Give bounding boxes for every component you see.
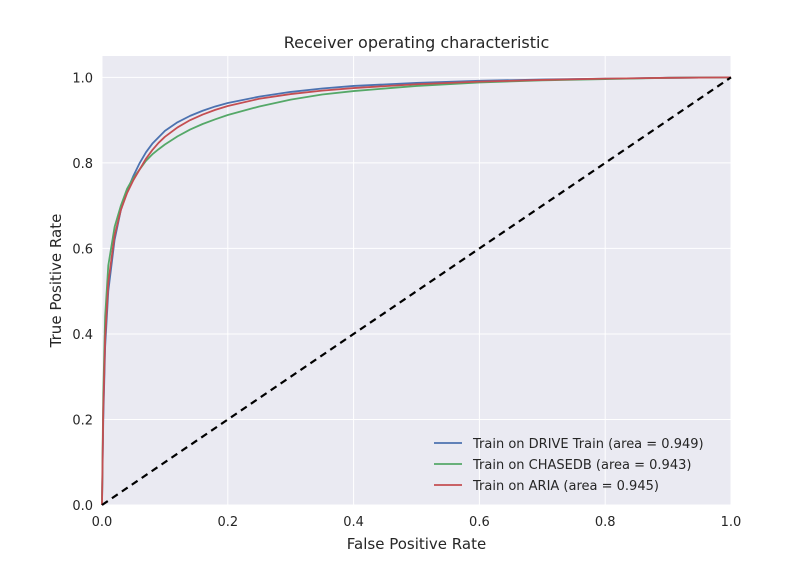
y-tick-label: 0.4 (72, 328, 93, 343)
x-tick-label: 0.8 (595, 515, 616, 530)
legend-label: Train on ARIA (area = 0.945) (472, 479, 659, 494)
x-axis-label: False Positive Rate (347, 535, 486, 553)
x-tick-label: 0.0 (92, 515, 113, 530)
y-tick-label: 0.0 (72, 499, 93, 514)
x-tick-label: 1.0 (721, 515, 742, 530)
roc-curve-1 (101, 76, 732, 506)
y-tick-label: 1.0 (72, 71, 93, 86)
x-tick-label: 0.6 (469, 515, 490, 530)
y-axis-label: True Positive Rate (47, 214, 65, 349)
legend-label: Train on DRIVE Train (area = 0.949) (472, 437, 704, 452)
roc-curve-2 (101, 76, 732, 506)
y-tick-label: 0.2 (72, 413, 93, 428)
x-tick-label: 0.4 (343, 515, 364, 530)
chance-diagonal-line (101, 76, 732, 506)
legend-label: Train on CHASEDB (area = 0.943) (472, 458, 691, 473)
y-tick-label: 0.8 (72, 157, 93, 172)
chart-title: Receiver operating characteristic (284, 33, 550, 52)
plot-background (102, 56, 731, 505)
y-tick-label: 0.6 (72, 242, 93, 257)
x-tick-label: 0.2 (217, 515, 238, 530)
